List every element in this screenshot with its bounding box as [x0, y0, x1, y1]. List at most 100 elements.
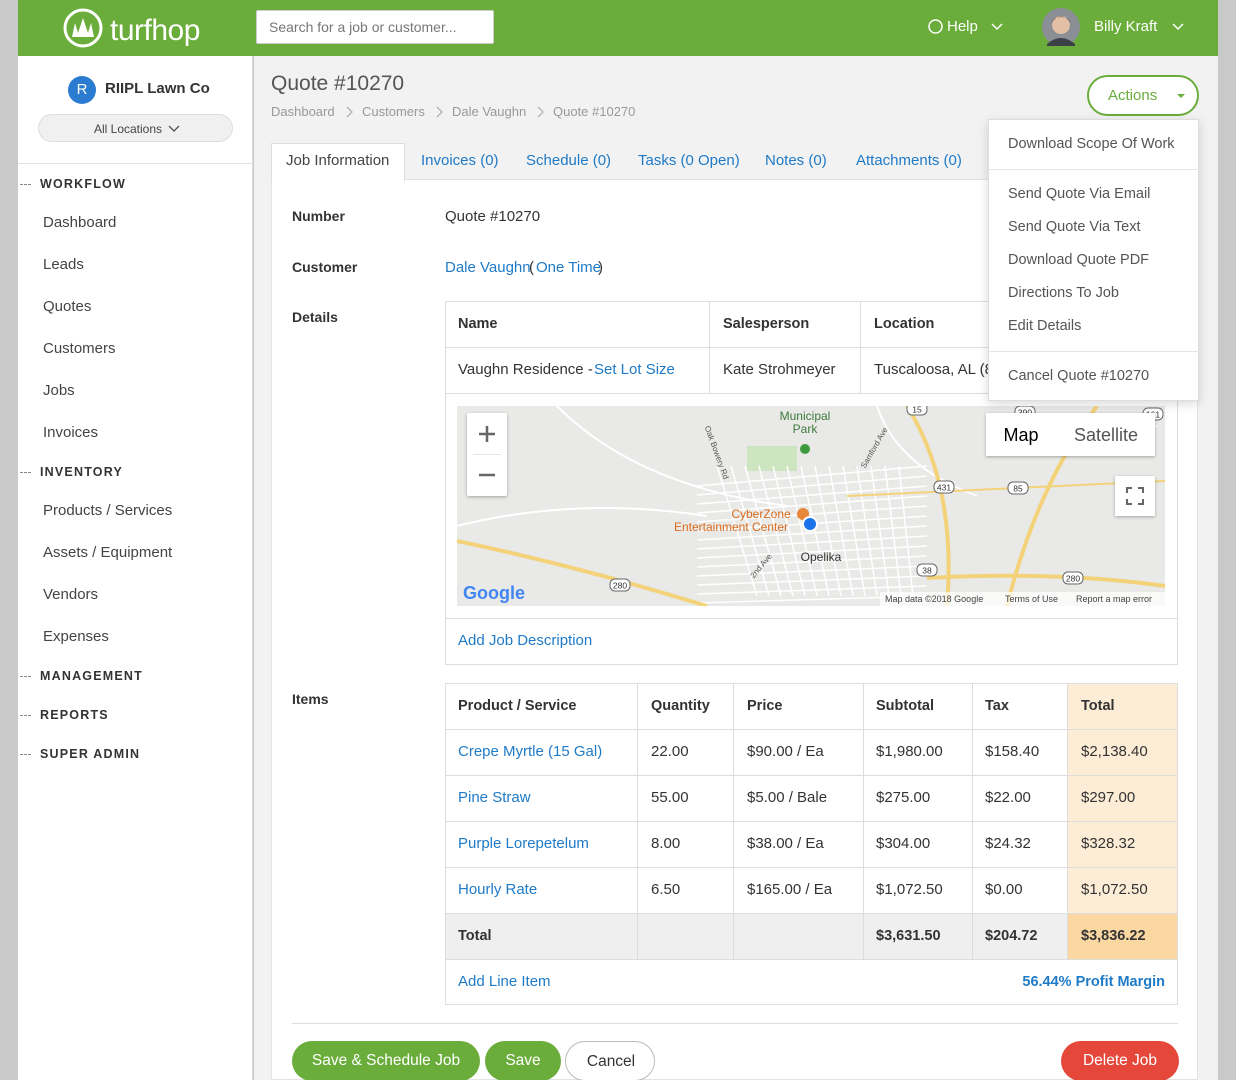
row-line: [445, 867, 1178, 868]
nav-item[interactable]: Expenses: [43, 627, 109, 647]
actions-menu: Download Scope Of Work Send Quote Via Ema…: [988, 119, 1199, 401]
chevron: [169, 126, 179, 131]
tab[interactable]: Attachments (0): [856, 151, 962, 171]
location-filter[interactable]: All Locations: [38, 114, 233, 142]
item-cell: $5.00 / Bale: [747, 788, 827, 808]
nav-item[interactable]: Customers: [43, 339, 116, 359]
company-name: RIIPL Lawn Co: [105, 79, 210, 99]
item-cell: 6.50: [651, 880, 680, 900]
sep: [538, 107, 543, 117]
nav-item[interactable]: Quotes: [43, 297, 91, 317]
table-header: Name: [458, 314, 498, 334]
menu-item[interactable]: Send Quote Via Email: [1008, 184, 1150, 204]
page-title: Quote #10270: [271, 74, 404, 94]
save-button[interactable]: Save: [485, 1041, 561, 1080]
save-button-label[interactable]: Save: [505, 1051, 540, 1071]
fullscreen-icon: [1115, 476, 1155, 516]
caret: [1177, 94, 1185, 99]
menu-item[interactable]: Download Quote PDF: [1008, 250, 1149, 270]
zoom-control[interactable]: [467, 413, 507, 496]
nav-item[interactable]: Assets / Equipment: [43, 543, 172, 563]
customer-type-link[interactable]: One Time: [536, 258, 601, 278]
tab[interactable]: Invoices (0): [421, 151, 499, 171]
sep: [437, 107, 442, 117]
user-name[interactable]: Billy Kraft: [1094, 17, 1157, 37]
customer-link[interactable]: Dale Vaughn: [445, 258, 531, 278]
section-title[interactable]: INVENTORY: [40, 462, 123, 482]
actions-button[interactable]: Actions: [1087, 75, 1199, 116]
nav-item[interactable]: Vendors: [43, 585, 98, 605]
delete-button[interactable]: Delete Job: [1061, 1041, 1179, 1080]
map-label: Municipal: [780, 409, 831, 423]
delete-button-label[interactable]: Delete Job: [1083, 1051, 1157, 1071]
nav-item[interactable]: Dashboard: [43, 213, 116, 233]
tab[interactable]: Schedule (0): [526, 151, 611, 171]
item-cell: $275.00: [876, 788, 930, 808]
breadcrumb-item[interactable]: Customers: [362, 102, 425, 122]
field-label: Customer: [292, 257, 357, 277]
item-cell: $0.00: [985, 880, 1023, 900]
menu-item[interactable]: Cancel Quote #10270: [1008, 366, 1149, 386]
cancel-button[interactable]: Cancel: [565, 1041, 655, 1080]
total-cell: $3,836.22: [1081, 926, 1146, 946]
item-link[interactable]: Pine Straw: [458, 788, 531, 808]
map-type[interactable]: Satellite: [1074, 425, 1138, 445]
menu-divider: [989, 351, 1200, 352]
detail-cell: Kate Strohmeyer: [723, 360, 836, 380]
breadcrumb-item: Quote #10270: [553, 102, 635, 122]
menu-item[interactable]: Edit Details: [1008, 316, 1081, 336]
map-type[interactable]: Map: [1003, 425, 1038, 445]
row-line: [445, 913, 1178, 914]
breadcrumb-item[interactable]: Dashboard: [271, 102, 335, 122]
chevron: [1173, 24, 1183, 29]
item-cell: $297.00: [1081, 788, 1135, 808]
menu-item[interactable]: Download Scope Of Work: [1008, 134, 1175, 154]
section-dash: [20, 754, 31, 755]
poi-pin: [800, 444, 810, 454]
tab[interactable]: Notes (0): [765, 151, 827, 171]
menu-item[interactable]: Directions To Job: [1008, 283, 1119, 303]
breadcrumb-sep: [536, 106, 544, 118]
table-header: Total: [1081, 696, 1115, 716]
breadcrumb-item[interactable]: Dale Vaughn: [452, 102, 526, 122]
nav-item[interactable]: Invoices: [43, 423, 98, 443]
item-cell: $328.32: [1081, 834, 1135, 854]
item-link[interactable]: Purple Lorepetelum: [458, 834, 589, 854]
save-schedule-button[interactable]: Save & Schedule Job: [292, 1041, 480, 1080]
save-schedule-button-label[interactable]: Save & Schedule Job: [312, 1051, 460, 1071]
nav-item[interactable]: Products / Services: [43, 501, 172, 521]
menu-item[interactable]: Send Quote Via Text: [1008, 217, 1140, 237]
total-cell: $3,631.50: [876, 926, 941, 946]
sep: [347, 107, 352, 117]
section-title[interactable]: SUPER ADMIN: [40, 744, 140, 764]
nav-item[interactable]: Jobs: [43, 381, 75, 401]
nav-item[interactable]: Leads: [43, 255, 84, 275]
item-link[interactable]: Hourly Rate: [458, 880, 537, 900]
chevron-icon: [1172, 23, 1184, 31]
avatar: [1042, 8, 1080, 46]
map-terms: Terms of Use: [1005, 594, 1058, 604]
lot-size-link[interactable]: Set Lot Size: [594, 360, 675, 380]
sidebar: [18, 56, 253, 1080]
total-cell: $204.72: [985, 926, 1037, 946]
map-type-control[interactable]: Map Satellite: [986, 413, 1155, 456]
route-label: 85: [1013, 484, 1023, 494]
location-filter-label: All Locations: [94, 119, 162, 139]
map-label: Opelika: [801, 550, 842, 564]
section-title[interactable]: MANAGEMENT: [40, 666, 143, 686]
search-box[interactable]: Search for a job or customer...: [256, 10, 494, 44]
add-description-link[interactable]: Add Job Description: [458, 631, 592, 651]
table-header: Subtotal: [876, 696, 934, 716]
section-title[interactable]: WORKFLOW: [40, 174, 126, 194]
cancel-button-label[interactable]: Cancel: [587, 1052, 635, 1072]
item-cell: $90.00 / Ea: [747, 742, 824, 762]
table-header: Tax: [985, 696, 1009, 716]
tab[interactable]: Tasks (0 Open): [638, 151, 740, 171]
section-title[interactable]: REPORTS: [40, 705, 109, 725]
add-line-link[interactable]: Add Line Item: [458, 972, 551, 992]
help-link[interactable]: Help: [947, 17, 978, 37]
tab[interactable]: Job Information: [286, 151, 389, 171]
item-link[interactable]: Crepe Myrtle (15 Gal): [458, 742, 602, 762]
fullscreen-button[interactable]: [1115, 476, 1155, 516]
route-label: 15: [912, 406, 922, 415]
